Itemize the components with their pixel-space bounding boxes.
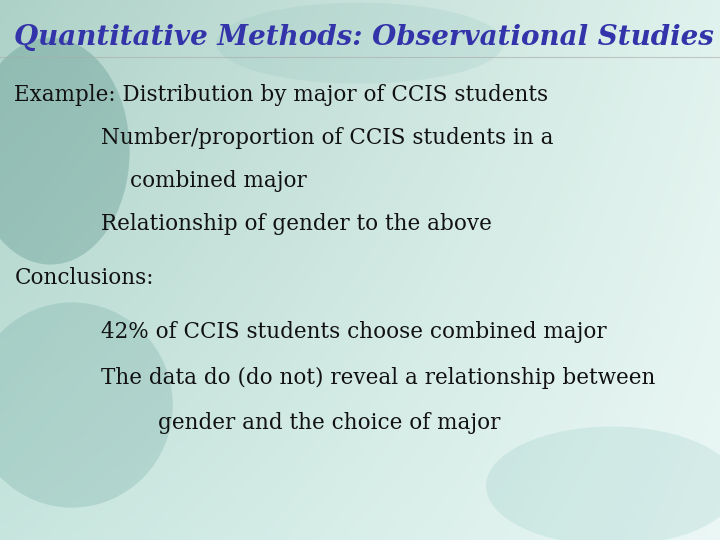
Text: Conclusions:: Conclusions: (14, 267, 154, 289)
Text: combined major: combined major (130, 170, 306, 192)
Text: The data do (do not) reveal a relationship between: The data do (do not) reveal a relationsh… (101, 367, 655, 389)
Ellipse shape (216, 3, 504, 84)
Ellipse shape (486, 427, 720, 540)
Ellipse shape (0, 302, 173, 508)
Ellipse shape (0, 38, 130, 265)
Text: Relationship of gender to the above: Relationship of gender to the above (101, 213, 492, 235)
Text: Example: Distribution by major of CCIS students: Example: Distribution by major of CCIS s… (14, 84, 549, 106)
Text: 42% of CCIS students choose combined major: 42% of CCIS students choose combined maj… (101, 321, 606, 343)
Text: gender and the choice of major: gender and the choice of major (158, 412, 501, 434)
Text: Number/proportion of CCIS students in a: Number/proportion of CCIS students in a (101, 127, 553, 149)
Text: Quantitative Methods: Observational Studies: Quantitative Methods: Observational Stud… (14, 24, 714, 51)
